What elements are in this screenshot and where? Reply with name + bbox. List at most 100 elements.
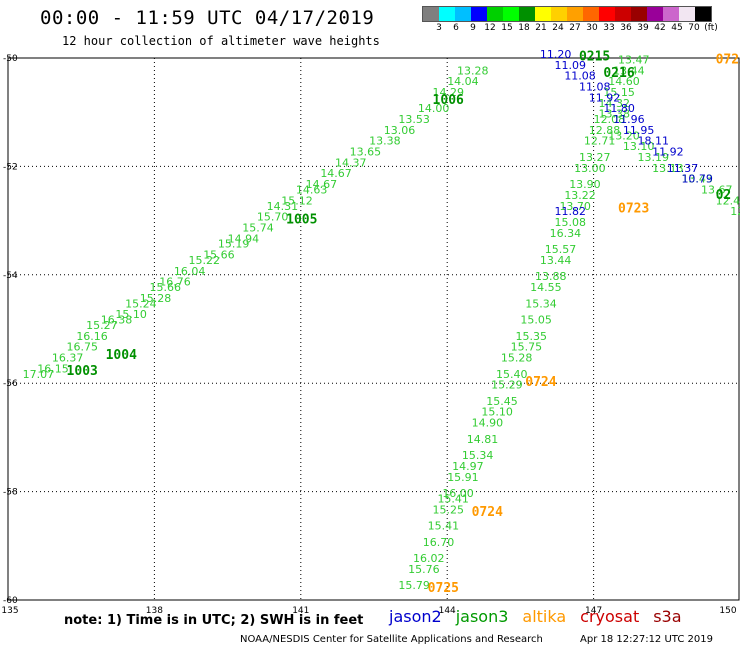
- mission-legend: jason2 jason3 altika cryosat s3a: [389, 607, 682, 626]
- color-swatch: [663, 7, 679, 21]
- wave-height-point: 14.60: [608, 75, 640, 88]
- color-scale-label: 42: [654, 23, 666, 33]
- color-scale-label: 9: [470, 23, 476, 33]
- wave-height-point: 13.19: [638, 151, 670, 164]
- wave-height-point: 13.27: [579, 151, 611, 164]
- wave-height-point: 15.12: [281, 194, 313, 207]
- wave-height-point: 13.90: [569, 178, 601, 191]
- mission-legend-item: cryosat: [580, 607, 640, 626]
- color-swatch: [551, 7, 567, 21]
- wave-height-point: 15.79: [398, 579, 430, 592]
- y-tick-label: -54: [3, 271, 18, 281]
- wave-height-point: 15.10: [481, 406, 513, 419]
- wave-height-point: 12.71: [584, 135, 616, 148]
- wave-height-point: 14.55: [530, 281, 562, 294]
- wave-height-point: 15.34: [525, 297, 557, 310]
- wave-height-point: 13.10: [623, 140, 655, 153]
- wave-height-point: 14.32: [598, 97, 630, 110]
- color-swatch: [695, 7, 711, 21]
- pass-time-label: 1004: [106, 348, 137, 363]
- wave-height-point: 10.79: [681, 173, 713, 186]
- wave-height-point: 16.76: [159, 276, 191, 289]
- pass-time-label: 02: [716, 188, 732, 203]
- color-scale-legend: 3 6 9 12 15 18 21 24 27 30 33 36 39 42 45 70 (ft): [422, 6, 718, 34]
- wave-height-point: 15.24: [125, 297, 156, 310]
- color-swatch: [471, 7, 487, 21]
- wave-height-point: 15.45: [486, 395, 518, 408]
- color-swatch: [423, 7, 439, 21]
- wave-height-point: 14.97: [452, 460, 484, 473]
- wave-height-point: 14.81: [467, 433, 499, 446]
- credit-text: NOAA/NESDIS Center for Satellite Applica…: [240, 634, 543, 645]
- color-scale-label: 30: [586, 23, 598, 33]
- wave-height-point: 14.00: [418, 102, 450, 115]
- wave-height-point: 14.37: [335, 156, 367, 169]
- wave-height-point: 15.70: [257, 211, 289, 224]
- y-tick-label: -58: [3, 488, 18, 498]
- wave-height-point: 13.38: [598, 108, 630, 121]
- wave-height-point: 15.25: [433, 503, 465, 516]
- color-swatch: [535, 7, 551, 21]
- wave-height-point: 11.92: [652, 146, 684, 159]
- wave-height-point: 15.66: [203, 249, 235, 262]
- wave-height-point: 16.34: [550, 227, 582, 240]
- color-swatch: [567, 7, 583, 21]
- wave-height-point: 15.76: [408, 563, 440, 576]
- wave-height-point: 11.37: [667, 162, 699, 175]
- wave-height-point: 14.90: [472, 417, 504, 430]
- footer-note: note: 1) Time is in UTC; 2) SWH is in fe…: [64, 613, 364, 628]
- wave-height-point: 13.06: [384, 124, 416, 137]
- color-scale-label: (ft): [704, 23, 718, 33]
- wave-height-point: 15.08: [555, 216, 587, 229]
- wave-height-point: 15.41: [437, 492, 469, 505]
- wave-height-point: 13.47: [618, 53, 650, 66]
- wave-height-point: 15.27: [86, 319, 118, 332]
- wave-height-point: 15.66: [150, 281, 182, 294]
- x-tick-label: 138: [146, 606, 163, 616]
- wave-height-point: 14.63: [296, 184, 328, 197]
- wave-height-point: 16.38: [101, 314, 133, 327]
- color-scale-labels: 3 6 9 12 15 18 21 24 27 30 33 36 39 42 45 70 (ft): [422, 22, 718, 34]
- wave-height-point: 13.00: [574, 162, 606, 175]
- wave-height-point: 12.78: [730, 205, 740, 218]
- color-swatch: [599, 7, 615, 21]
- wave-height-point: 15.28: [501, 352, 533, 365]
- color-scale-label: 6: [453, 23, 459, 33]
- wave-height-point: 11.09: [555, 59, 587, 72]
- wave-height-point: 11.96: [613, 113, 645, 126]
- x-tick-label: 150: [719, 606, 736, 616]
- wave-height-point: 11.95: [623, 124, 655, 137]
- wave-height-point: 16.16: [76, 330, 108, 343]
- color-scale-label: 45: [671, 23, 683, 33]
- wave-height-point: 16.02: [413, 552, 445, 565]
- color-swatch: [455, 7, 471, 21]
- color-swatch: [615, 7, 631, 21]
- wave-height-point: 13.22: [564, 189, 596, 202]
- color-swatch: [503, 7, 519, 21]
- color-swatch: [487, 7, 503, 21]
- color-swatch: [647, 7, 663, 21]
- wave-height-point: 15.57: [545, 243, 577, 256]
- wave-height-point: 16.00: [442, 487, 474, 500]
- wave-height-point: 13.70: [559, 200, 591, 213]
- pass-time-label: 0722: [716, 52, 740, 67]
- wave-height-point: 11.08: [564, 70, 596, 83]
- color-scale-label: 70: [688, 23, 700, 33]
- color-swatch: [519, 7, 535, 21]
- wave-height-point: 13.20: [608, 129, 640, 142]
- wave-height-point: 15.91: [447, 471, 479, 484]
- wave-height-point: 12.47: [716, 194, 740, 207]
- wave-height-point: 13.43: [681, 173, 713, 186]
- pass-time-label: 0215: [579, 50, 610, 65]
- x-tick-label: 135: [1, 606, 18, 616]
- wave-height-point: 18.11: [638, 135, 670, 148]
- pass-time-label: 0723: [618, 201, 649, 216]
- wave-height-point: 15.05: [520, 314, 552, 327]
- chart-subtitle: 12 hour collection of altimeter wave hei…: [62, 34, 380, 48]
- wave-height-point: 15.19: [218, 238, 250, 251]
- chart-title: 00:00 - 11:59 UTC 04/17/2019: [40, 7, 375, 29]
- color-scale-label: 33: [603, 23, 615, 33]
- x-tick-label: 144: [439, 606, 456, 616]
- wave-height-point: 15.41: [428, 520, 460, 533]
- color-swatch: [439, 7, 455, 21]
